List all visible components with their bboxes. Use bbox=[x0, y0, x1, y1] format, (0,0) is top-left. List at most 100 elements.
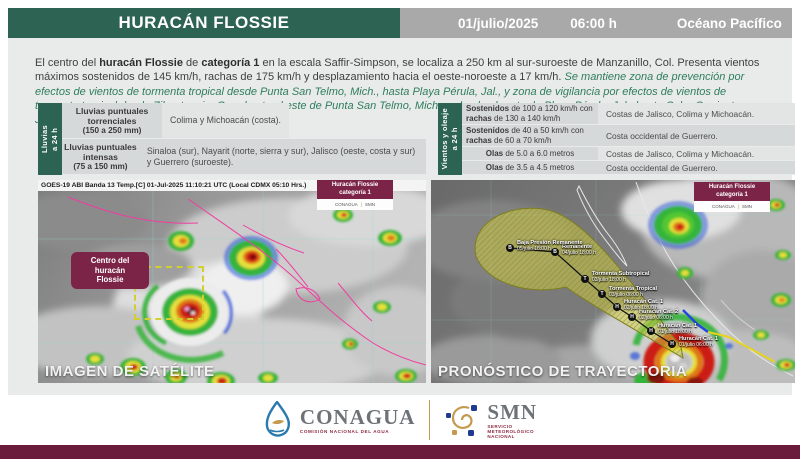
storm-badge: Huracán Flossie categoría 1 CONAGUA | SM… bbox=[694, 182, 770, 212]
hurricane-flossie-spiral bbox=[135, 278, 233, 363]
wind-wave-table: Vientos y oleaje a 24 h Sostenidos de 10… bbox=[438, 103, 795, 175]
track-point-marker: H bbox=[647, 327, 655, 335]
header-bar: HURACÁN FLOSSIE 01/julio/2025 06:00 h Oc… bbox=[8, 8, 792, 38]
watch-zone-line bbox=[682, 309, 709, 334]
table-row: Olas de 5.0 a 6.0 metros Costas de Jalis… bbox=[462, 147, 795, 161]
badge-storm-category: categoría 1 bbox=[339, 189, 371, 196]
table-row: Lluvias puntuales intensas (75 a 150 mm)… bbox=[62, 139, 426, 175]
hurricane-center-label: Centro del huracán Flossie bbox=[71, 252, 149, 289]
table-row: Sostenidos de 100 a 120 km/h con rachas … bbox=[462, 103, 795, 125]
wave-row-label: Olas de 3.5 a 4.5 metros bbox=[462, 161, 598, 174]
conagua-wordmark: CONAGUA bbox=[299, 404, 416, 429]
summary-text: de bbox=[182, 57, 202, 69]
content-area: El centro del huracán Flossie de categor… bbox=[8, 38, 795, 395]
convection-cells bbox=[86, 208, 417, 383]
trajectory-forecast-panel: H H H H T T B B Huracán Cat. 1 01/julio … bbox=[431, 180, 795, 383]
track-point-marker: H bbox=[668, 340, 676, 348]
summary-text: en la escala Saffir-Simpson, se localiza… bbox=[35, 57, 760, 84]
wave-term: Olas bbox=[485, 148, 504, 158]
track-point-label: Huracán Cat. 1 01/julio 18:00 h bbox=[658, 323, 698, 335]
report-region: Océano Pacífico bbox=[676, 15, 782, 31]
track-point-label: Huracán Cat. 1 02/julio 18:00 h bbox=[624, 299, 664, 311]
conagua-mini-logo: CONAGUA bbox=[712, 204, 735, 209]
header-meta: 01/julio/2025 06:00 h Océano Pacífico bbox=[400, 8, 792, 38]
wind-row-label: Sostenidos de 40 a 50 km/h con rachas de… bbox=[462, 125, 598, 146]
lat-lon-grid bbox=[38, 191, 426, 383]
table-row: Olas de 3.5 a 4.5 metros Costa occidenta… bbox=[462, 161, 795, 175]
track-point-marker: B bbox=[551, 248, 559, 256]
badge-storm-category: categoría 1 bbox=[716, 191, 748, 198]
wind-term: Sostenidos bbox=[466, 126, 510, 135]
wind-row-label: Sostenidos de 100 a 120 km/h con rachas … bbox=[462, 103, 598, 124]
summary-text: El centro del bbox=[35, 57, 100, 69]
conagua-logo: CONAGUA COMISIÓN NACIONAL DEL AGUA bbox=[263, 401, 416, 439]
track-point-label: Tormenta Tropical 03/julio 06:00 h bbox=[609, 286, 658, 298]
wind-value: de 60 a 70 km/h bbox=[491, 135, 552, 145]
rain-range: (75 a 150 mm) bbox=[73, 161, 128, 171]
wind-term: rachas bbox=[466, 135, 492, 145]
smn-mini-logo: SMN bbox=[741, 204, 752, 209]
report-time: 06:00 h bbox=[570, 15, 617, 31]
track-point-label: Baja Presión Remanente 05/julio 18:00 h bbox=[517, 240, 583, 252]
logo-divider bbox=[429, 400, 431, 440]
wave-row-label: Olas de 5.0 a 6.0 metros bbox=[462, 147, 598, 160]
wind-table-side-header: Vientos y oleaje a 24 h bbox=[438, 103, 462, 175]
conagua-mini-logo: CONAGUA bbox=[335, 202, 358, 207]
track-point-marker: H bbox=[613, 303, 621, 311]
smn-subtitle: SERVICIO METEOROLÓGICO NACIONAL bbox=[487, 423, 534, 439]
logo-separator: | bbox=[360, 202, 362, 207]
smn-logo: SMN SERVICIO METEOROLÓGICO NACIONAL bbox=[444, 401, 537, 439]
track-point-marker: H bbox=[628, 313, 636, 321]
conagua-subtitle: COMISIÓN NACIONAL DEL AGUA bbox=[299, 428, 390, 434]
summary-storm-name: huracán Flossie bbox=[99, 57, 183, 69]
rain-areas: Sinaloa (sur), Nayarit (norte, sierra y … bbox=[138, 139, 426, 174]
conagua-drop-icon bbox=[265, 401, 290, 437]
wind-value: de 40 a 50 km/h con bbox=[509, 126, 584, 135]
wind-value: de 100 a 120 km/h con bbox=[509, 104, 593, 113]
smn-wordmark: SMN bbox=[487, 399, 538, 424]
rain-side-label: Lluvias a 24 h bbox=[40, 125, 59, 153]
wind-areas: Costa occidental de Guerrero. bbox=[598, 125, 795, 146]
wave-term: Olas bbox=[485, 162, 504, 172]
wave-value: de 3.5 a 4.5 metros bbox=[503, 162, 575, 172]
rain-table-side-header: Lluvias a 24 h bbox=[38, 103, 62, 175]
rain-row-label: Lluvias puntuales intensas (75 a 150 mm) bbox=[62, 139, 139, 174]
satellite-image-panel: GOES-19 ABI Banda 13 Temp.[C] 01-Jul-202… bbox=[38, 180, 426, 383]
wind-term: Sostenidos bbox=[466, 104, 510, 113]
institution-footer: CONAGUA COMISIÓN NACIONAL DEL AGUA SMN S… bbox=[0, 395, 800, 445]
track-point-label: Remanente 04/julio 18:00 h bbox=[562, 244, 596, 256]
smn-spiral-icon bbox=[446, 405, 478, 436]
hurricane-center-box bbox=[134, 266, 204, 320]
trajectory-panel-title: PRONÓSTICO DE TRAYECTORIA bbox=[438, 363, 688, 380]
wave-value: de 5.0 a 6.0 metros bbox=[503, 148, 575, 158]
rain-type: Lluvias puntuales intensas bbox=[64, 141, 137, 162]
rain-type: Lluvias puntuales torrenciales bbox=[75, 105, 149, 126]
page-title: HURACÁN FLOSSIE bbox=[8, 8, 400, 38]
trajectory-map bbox=[431, 180, 795, 383]
badge-logo-strip: CONAGUA | SMN bbox=[694, 201, 770, 212]
rain-table: Lluvias a 24 h Lluvias puntuales torrenc… bbox=[38, 103, 426, 175]
smn-mini-logo: SMN bbox=[364, 202, 375, 207]
wave-areas: Costas de Jalisco, Colima y Michoacán. bbox=[598, 147, 795, 160]
wave-areas: Costa occidental de Guerrero. bbox=[598, 161, 795, 174]
track-point-label: Huracán Cat. 1 01/julio 06:00 h bbox=[679, 336, 719, 348]
prevention-zone-line bbox=[707, 331, 776, 363]
track-point-marker: T bbox=[581, 275, 589, 283]
report-date: 01/julio/2025 bbox=[458, 15, 539, 31]
wind-value: de 130 a 140 km/h bbox=[491, 113, 561, 123]
track-point-marker: B bbox=[506, 244, 514, 252]
badge-storm-name: Huracán Flossie bbox=[331, 182, 379, 188]
satellite-panel-title: IMAGEN DE SATÉLITE bbox=[45, 363, 215, 380]
table-row: Sostenidos de 40 a 50 km/h con rachas de… bbox=[462, 125, 795, 147]
rain-row-label: Lluvias puntuales torrenciales (150 a 25… bbox=[62, 103, 162, 138]
track-point-label: Huracán Cat. 2 02/julio 06:00 h bbox=[639, 309, 679, 321]
storm-badge: Huracán Flossie categoría 1 CONAGUA | SM… bbox=[317, 180, 393, 210]
convection-cells bbox=[648, 199, 795, 371]
badge-logo-strip: CONAGUA | SMN bbox=[317, 199, 393, 210]
bottom-accent-bar bbox=[0, 445, 800, 459]
wind-term: rachas bbox=[466, 113, 492, 123]
badge-storm-name: Huracán Flossie bbox=[708, 184, 756, 190]
track-point-marker: T bbox=[598, 290, 606, 298]
table-row: Lluvias puntuales torrenciales (150 a 25… bbox=[62, 103, 426, 139]
track-point-label: Tormenta Subtropical 03/julio 18:00 h bbox=[592, 271, 650, 283]
